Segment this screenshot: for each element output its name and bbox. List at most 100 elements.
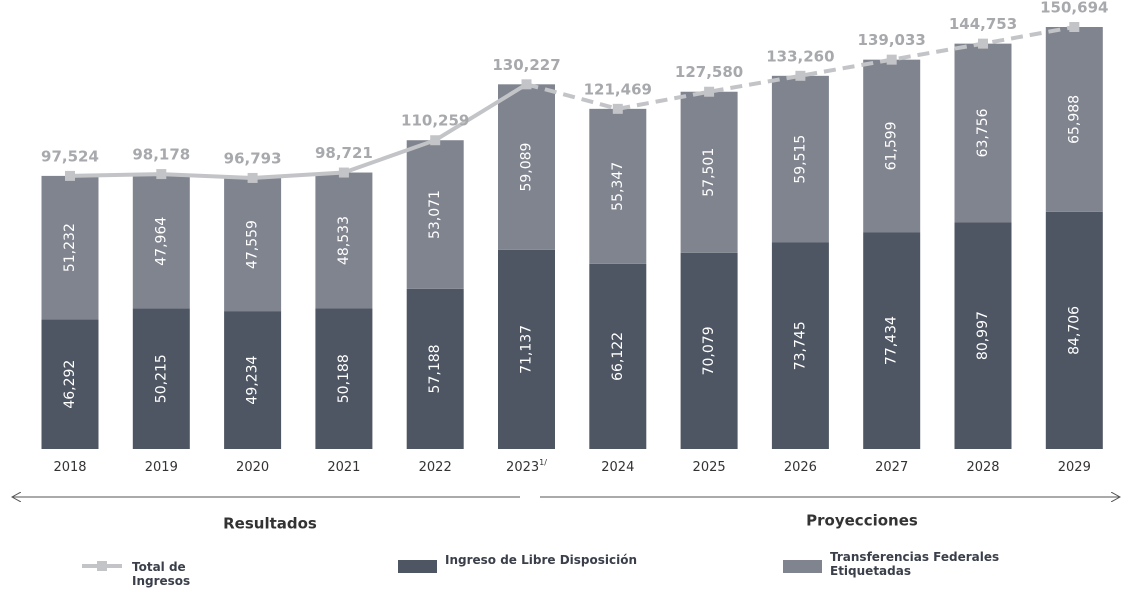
- value-label: 84,706: [1066, 306, 1082, 355]
- value-label: 71,137: [519, 325, 535, 374]
- legend-label: Ingreso de Libre Disposición: [445, 553, 638, 567]
- category: 2019: [145, 460, 178, 475]
- bar-segment: [680, 91, 738, 253]
- line-marker: [795, 70, 806, 81]
- bar-segment: [132, 174, 190, 309]
- bar-segment: [315, 308, 373, 449]
- bar-segment: [224, 177, 282, 312]
- x-tick-label: 20231/: [506, 458, 547, 475]
- category: 2023: [506, 460, 539, 475]
- total-line: [69, 82, 528, 180]
- value-label: 59,089: [519, 143, 535, 192]
- bar-segment: [771, 242, 829, 449]
- bar-segment: [771, 75, 829, 243]
- line-marker: [704, 86, 715, 97]
- x-tick-label: 2024: [601, 460, 634, 475]
- bar-segment: [1045, 211, 1103, 449]
- x-tick-label: 2020: [236, 460, 269, 475]
- value-label: 50,215: [153, 354, 169, 403]
- bar-segment: [315, 172, 373, 309]
- total-label: 133,260: [766, 47, 834, 65]
- bar-segment: [41, 319, 99, 449]
- value-label: 59,515: [792, 135, 808, 184]
- x-tick-label: 2027: [875, 460, 908, 475]
- bar-segment: [41, 175, 99, 320]
- bar-segment: [132, 308, 190, 449]
- x-tick-label: 2021: [327, 460, 360, 475]
- legend-label: Total de Ingresos: [132, 560, 191, 588]
- value-label: 77,434: [884, 316, 900, 365]
- line-marker: [612, 103, 623, 114]
- line-marker: [430, 135, 441, 146]
- category: 2028: [966, 460, 999, 475]
- line-marker: [156, 169, 167, 180]
- bar-segment: [224, 311, 282, 449]
- total-label: 121,469: [584, 80, 652, 98]
- category: 2020: [236, 460, 269, 475]
- x-tick-label: 2018: [53, 460, 86, 475]
- bar-segment: [863, 232, 921, 449]
- line-marker: [521, 79, 532, 90]
- value-label: 49,234: [245, 355, 261, 404]
- line-marker: [886, 54, 897, 65]
- value-label: 80,997: [975, 311, 991, 360]
- total-label: 130,227: [492, 56, 560, 74]
- value-label: 48,533: [336, 216, 352, 265]
- legend-label: Transferencias Federales Etiquetadas: [830, 550, 1000, 578]
- value-label: 70,079: [701, 326, 717, 375]
- x-tick-label: 2026: [784, 460, 817, 475]
- line-marker: [247, 172, 258, 183]
- value-label: 57,188: [427, 344, 443, 393]
- bar-segment: [680, 252, 738, 449]
- x-tick-label: 2029: [1058, 460, 1091, 475]
- total-label: 98,721: [315, 144, 373, 162]
- line-marker: [978, 38, 988, 49]
- category: 2026: [784, 460, 817, 475]
- value-label: 53,071: [427, 190, 443, 239]
- value-label: 57,501: [701, 148, 717, 197]
- bar-segment: [954, 222, 1012, 449]
- category: 2024: [601, 460, 634, 475]
- x-tick-label: 2022: [419, 460, 452, 475]
- category: 2029: [1058, 460, 1091, 475]
- value-label: 66,122: [610, 332, 626, 381]
- bar-segment: [589, 263, 647, 449]
- bar-segment: [498, 249, 555, 449]
- category: 2022: [419, 460, 452, 475]
- value-label: 63,756: [975, 108, 991, 157]
- total-label: 144,753: [949, 15, 1017, 33]
- value-label: 47,964: [153, 217, 169, 266]
- line-marker: [65, 170, 75, 181]
- total-label: 96,793: [224, 149, 282, 167]
- value-label: 46,292: [62, 360, 78, 409]
- bar-segment: [406, 140, 464, 289]
- category: 2025: [693, 460, 726, 475]
- bar-segment: [1045, 27, 1103, 212]
- category: 2018: [53, 460, 86, 475]
- total-label: 110,259: [401, 112, 469, 130]
- value-label: 61,599: [884, 121, 900, 170]
- x-tick-label: 2025: [693, 460, 726, 475]
- category-superscript: 1/: [539, 458, 547, 467]
- total-label: 98,178: [132, 146, 190, 164]
- value-label: 51,232: [62, 223, 78, 272]
- category: 2027: [875, 460, 908, 475]
- total-label: 139,033: [858, 31, 926, 49]
- section-label: Proyecciones: [806, 512, 918, 530]
- x-tick-label: 2019: [145, 460, 178, 475]
- bar-segment: [406, 288, 464, 449]
- bar-segment: [954, 43, 1012, 223]
- category: 2021: [327, 460, 360, 475]
- bar-segment: [863, 59, 921, 233]
- total-label: 97,524: [41, 147, 99, 165]
- legend-marker: [97, 561, 107, 571]
- line-marker: [338, 167, 349, 178]
- value-label: 73,745: [792, 321, 808, 370]
- section-label: Resultados: [223, 515, 317, 533]
- bar-segment: [589, 108, 647, 264]
- value-label: 50,188: [336, 354, 352, 403]
- value-label: 55,347: [610, 162, 626, 211]
- line-marker: [1069, 22, 1080, 32]
